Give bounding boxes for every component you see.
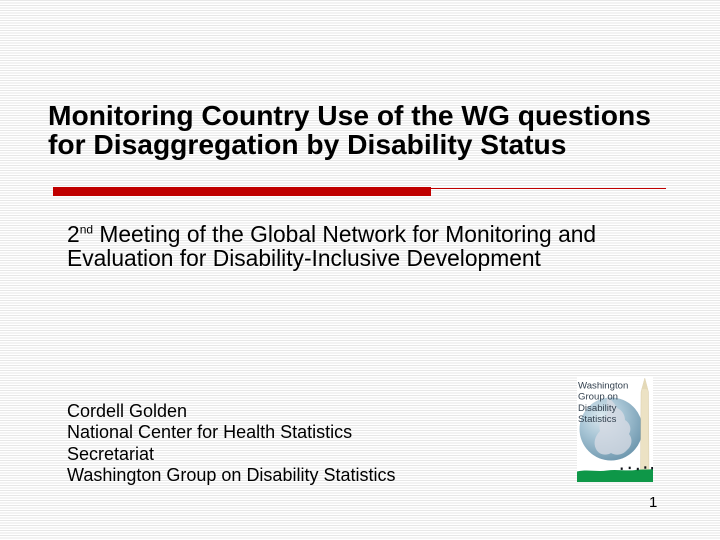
svg-text:Statistics: Statistics [578,414,617,425]
svg-text:Group on: Group on [578,392,618,403]
svg-text:Disability: Disability [578,403,617,414]
svg-text:Washington: Washington [578,381,628,392]
